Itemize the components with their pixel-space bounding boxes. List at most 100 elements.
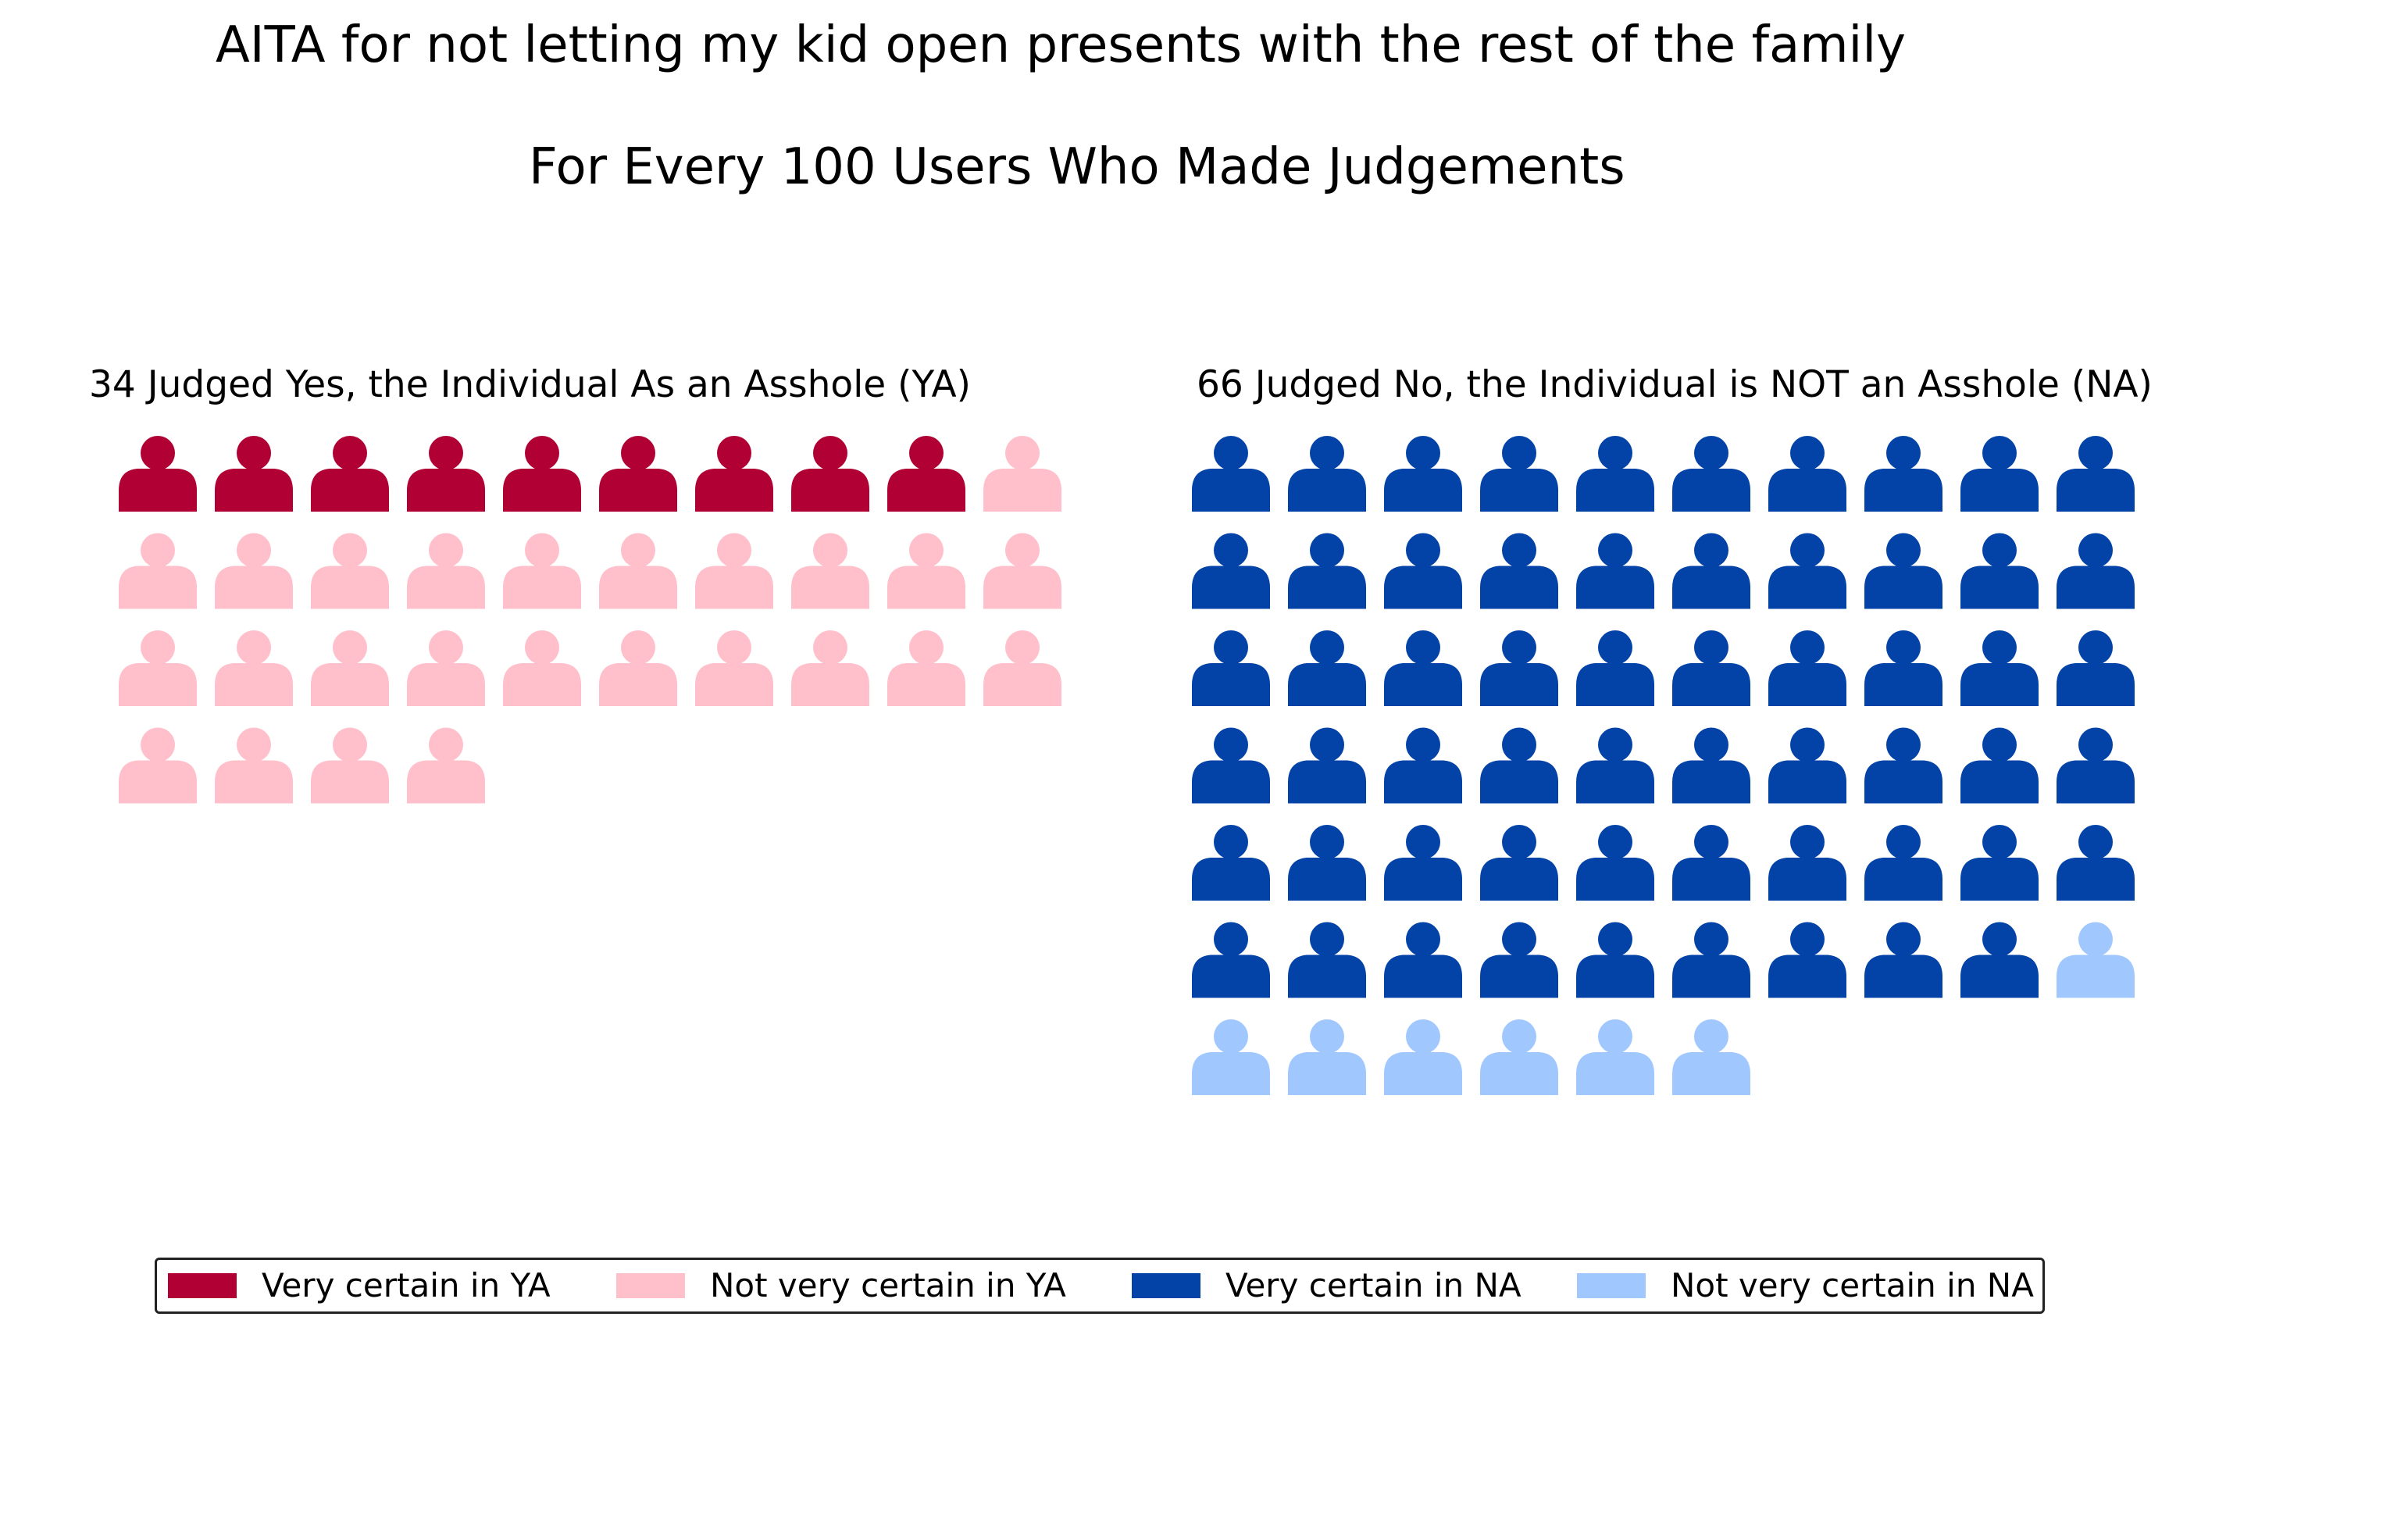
person-icon-not-very-certain-in-ya [599, 630, 677, 706]
person-icon-not-very-certain-in-ya [311, 533, 389, 609]
person-icon-very-certain-in-na [1672, 436, 1750, 512]
person-icon-very-certain-in-na [1288, 630, 1366, 706]
person-icon-very-certain-in-na [1768, 630, 1846, 706]
person-icon-not-very-certain-in-ya [311, 630, 389, 706]
person-icon-very-certain-in-na [1576, 727, 1654, 804]
person-icon-very-certain-in-na [1768, 922, 1846, 998]
person-icon-not-very-certain-in-na [1384, 1019, 1462, 1095]
person-icon-very-certain-in-na [2057, 630, 2135, 706]
person-icon-very-certain-in-na [1288, 922, 1366, 998]
person-icon-not-very-certain-in-ya [983, 630, 1061, 706]
person-icon-very-certain-in-na [1768, 825, 1846, 901]
person-icon-not-very-certain-in-ya [887, 630, 965, 706]
person-icon-not-very-certain-in-na [1288, 1019, 1366, 1095]
person-icon-very-certain-in-na [1864, 436, 1942, 512]
person-icon-not-very-certain-in-ya [791, 533, 869, 609]
legend-swatch-not-very-certain-na [1577, 1273, 1646, 1298]
person-icon-not-very-certain-in-ya [983, 436, 1061, 512]
person-icon-very-certain-in-na [1384, 922, 1462, 998]
person-icon-very-certain-in-na [1480, 436, 1558, 512]
person-icon-very-certain-in-ya [503, 436, 581, 512]
person-icon-very-certain-in-na [1480, 630, 1558, 706]
person-icon-very-certain-in-na [1192, 630, 1270, 706]
person-icon-very-certain-in-na [1960, 630, 2039, 706]
person-icon-not-very-certain-in-ya [119, 630, 197, 706]
panel-title-ya: 34 Judged Yes, the Individual As an Assh… [89, 363, 971, 406]
person-icon-very-certain-in-na [1288, 533, 1366, 609]
person-icon-very-certain-in-na [1864, 825, 1942, 901]
legend-label-very-certain-ya: Very certain in YA [262, 1266, 551, 1304]
person-icon-very-certain-in-na [2057, 533, 2135, 609]
legend-entry-very-certain-ya: Very certain in YA [168, 1260, 551, 1311]
person-icon-not-very-certain-in-na [2057, 922, 2135, 998]
person-icon-very-certain-in-na [1384, 727, 1462, 804]
person-icon-very-certain-in-na [1672, 533, 1750, 609]
person-icon-not-very-certain-in-ya [791, 630, 869, 706]
person-icon-very-certain-in-na [1576, 825, 1654, 901]
person-icon-very-certain-in-na [1384, 630, 1462, 706]
legend-entry-not-very-certain-ya: Not very certain in YA [616, 1260, 1066, 1311]
person-icon-very-certain-in-na [1384, 825, 1462, 901]
person-icon-very-certain-in-ya [599, 436, 677, 512]
person-icon-very-certain-in-na [1768, 727, 1846, 804]
person-icon-not-very-certain-in-ya [407, 727, 485, 804]
person-icon-not-very-certain-in-ya [695, 533, 773, 609]
person-icon-not-very-certain-in-ya [503, 533, 581, 609]
legend-label-not-very-certain-na: Not very certain in NA [1671, 1266, 2034, 1304]
person-icon-not-very-certain-in-ya [215, 727, 293, 804]
person-icon-very-certain-in-na [1576, 436, 1654, 512]
chart-title: AITA for not letting my kid open present… [216, 16, 1906, 74]
person-icon-very-certain-in-na [1768, 436, 1846, 512]
person-icon-very-certain-in-na [1192, 922, 1270, 998]
person-icon-very-certain-in-na [1480, 727, 1558, 804]
person-icon-very-certain-in-na [1288, 727, 1366, 804]
person-icon-not-very-certain-in-na [1576, 1019, 1654, 1095]
person-icon-very-certain-in-na [1480, 922, 1558, 998]
legend-entry-not-very-certain-na: Not very certain in NA [1577, 1260, 2034, 1311]
person-icon-very-certain-in-na [2057, 727, 2135, 804]
person-icon-very-certain-in-na [1672, 727, 1750, 804]
person-icon-not-very-certain-in-ya [215, 533, 293, 609]
person-icon-very-certain-in-na [1864, 630, 1942, 706]
person-icon-very-certain-in-na [1672, 630, 1750, 706]
person-icon-very-certain-in-na [1960, 825, 2039, 901]
person-icon-not-very-certain-in-ya [311, 727, 389, 804]
person-icon-very-certain-in-na [1960, 922, 2039, 998]
person-icon-very-certain-in-na [1672, 922, 1750, 998]
person-icon-very-certain-in-ya [887, 436, 965, 512]
person-icon-very-certain-in-na [1960, 727, 2039, 804]
person-icon-very-certain-in-na [1576, 922, 1654, 998]
person-icon-not-very-certain-in-ya [983, 533, 1061, 609]
person-icon-not-very-certain-in-ya [887, 533, 965, 609]
legend-label-not-very-certain-ya: Not very certain in YA [710, 1266, 1066, 1304]
person-icon-very-certain-in-na [1480, 825, 1558, 901]
person-icon-very-certain-in-na [1960, 436, 2039, 512]
person-icon-very-certain-in-ya [311, 436, 389, 512]
legend-swatch-very-certain-ya [168, 1273, 237, 1298]
legend-swatch-very-certain-na [1132, 1273, 1200, 1298]
legend-swatch-not-very-certain-ya [616, 1273, 685, 1298]
person-icon-very-certain-in-na [1864, 533, 1942, 609]
person-icon-very-certain-in-na [1192, 825, 1270, 901]
person-icon-very-certain-in-ya [119, 436, 197, 512]
person-icon-very-certain-in-ya [215, 436, 293, 512]
person-icon-very-certain-in-na [1864, 922, 1942, 998]
person-icon-not-very-certain-in-ya [695, 630, 773, 706]
person-icon-very-certain-in-na [1288, 825, 1366, 901]
person-icon-not-very-certain-in-na [1192, 1019, 1270, 1095]
person-icon-not-very-certain-in-ya [503, 630, 581, 706]
person-icon-very-certain-in-ya [791, 436, 869, 512]
person-icon-very-certain-in-na [1192, 727, 1270, 804]
person-icon-not-very-certain-in-ya [215, 630, 293, 706]
person-icon-not-very-certain-in-na [1480, 1019, 1558, 1095]
person-icon-not-very-certain-in-na [1672, 1019, 1750, 1095]
person-icon-very-certain-in-na [1960, 533, 2039, 609]
person-icon-not-very-certain-in-ya [599, 533, 677, 609]
legend-label-very-certain-na: Very certain in NA [1225, 1266, 1521, 1304]
person-icon-not-very-certain-in-ya [407, 533, 485, 609]
panel-title-na: 66 Judged No, the Individual is NOT an A… [1197, 363, 2153, 406]
person-icon-very-certain-in-na [1192, 436, 1270, 512]
legend: Very certain in YA Not very certain in Y… [155, 1258, 2045, 1314]
person-icon-very-certain-in-ya [695, 436, 773, 512]
